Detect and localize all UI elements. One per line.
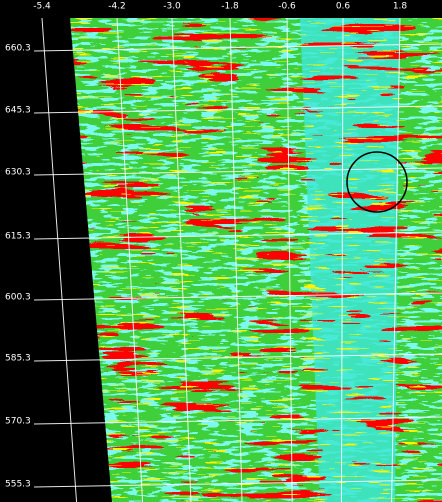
grid-line-vertical (340, 17, 344, 502)
grid-line-vertical (391, 17, 401, 502)
left-label: 660.3 (5, 44, 31, 54)
top-label: -5.4 (33, 2, 51, 12)
left-label: 585.3 (5, 354, 31, 364)
top-label: 1.8 (393, 2, 408, 12)
grid-line-horizontal (33, 167, 442, 176)
grid-line-horizontal (33, 416, 442, 425)
left-label: 570.3 (5, 417, 31, 427)
top-label: -4.2 (108, 2, 126, 12)
grid-line-horizontal (33, 231, 442, 240)
grid-line-horizontal (33, 292, 442, 301)
grid-line-vertical (41, 17, 78, 502)
grid-line-vertical (286, 17, 293, 502)
grid-line-horizontal (33, 105, 442, 114)
left-label: 615.3 (5, 232, 31, 242)
top-label: -1.8 (221, 2, 239, 12)
left-label: 630.3 (5, 168, 31, 178)
top-label: -3.0 (163, 2, 181, 12)
grid-line-horizontal (33, 353, 442, 362)
grid (33, 17, 442, 502)
left-label: 600.3 (5, 293, 31, 303)
top-label: -0.6 (278, 2, 296, 12)
left-label: 645.3 (5, 106, 31, 116)
left-label: 555.3 (5, 480, 31, 490)
top-label: 0.6 (336, 2, 351, 12)
grid-line-horizontal (33, 43, 442, 52)
grid-line-horizontal (33, 479, 442, 488)
grid-line-vertical (116, 17, 144, 502)
highlight-circle (346, 151, 408, 213)
grid-line-vertical (229, 17, 243, 502)
